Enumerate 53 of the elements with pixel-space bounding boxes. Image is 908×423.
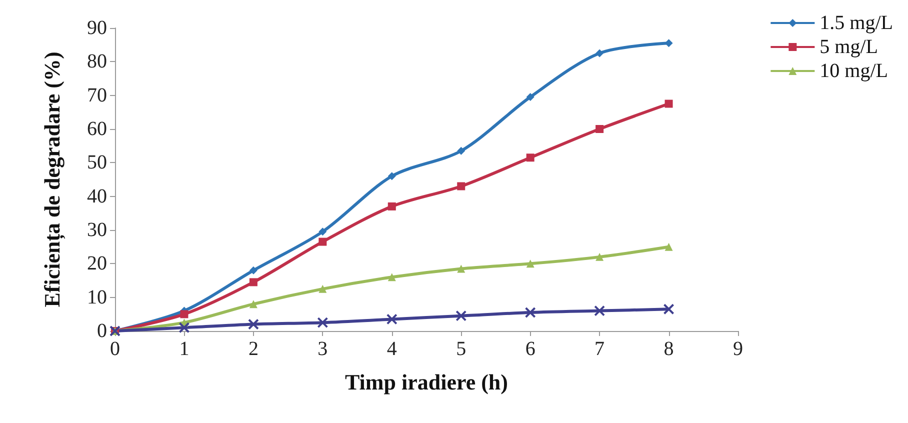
point bbox=[318, 228, 327, 236]
y-tick-label: 50 bbox=[87, 152, 107, 174]
legend-label: 5 mg/L bbox=[820, 36, 878, 58]
point bbox=[249, 266, 258, 274]
point bbox=[526, 93, 534, 102]
point bbox=[249, 278, 258, 286]
point bbox=[456, 310, 467, 322]
point bbox=[664, 100, 673, 108]
y-tick-label: 30 bbox=[87, 219, 107, 241]
point bbox=[664, 242, 673, 251]
x-tick-label: 2 bbox=[248, 338, 258, 360]
x-tick-label: 1 bbox=[179, 338, 190, 360]
point bbox=[524, 306, 536, 318]
point bbox=[526, 154, 534, 162]
point bbox=[526, 260, 534, 268]
point bbox=[663, 304, 674, 315]
point bbox=[457, 146, 466, 155]
point bbox=[596, 252, 604, 261]
y-tick-label: 0 bbox=[97, 320, 107, 342]
point bbox=[596, 125, 604, 133]
y-tick-label: 60 bbox=[87, 118, 107, 140]
point bbox=[388, 172, 396, 180]
y-tick-label: 70 bbox=[87, 84, 107, 106]
point bbox=[180, 310, 188, 318]
x-tick-label: 3 bbox=[318, 338, 328, 360]
point bbox=[318, 284, 327, 293]
y-tick-label: 10 bbox=[87, 286, 107, 308]
point bbox=[317, 317, 328, 328]
x-tick-label: 7 bbox=[594, 338, 605, 360]
x-tick-label: 9 bbox=[733, 338, 743, 360]
point bbox=[386, 314, 398, 325]
y-tick-label: 90 bbox=[87, 17, 107, 39]
point bbox=[178, 322, 190, 334]
point bbox=[249, 300, 258, 308]
point bbox=[457, 264, 466, 273]
legend-label: 1.5 mg/L bbox=[820, 12, 894, 34]
point bbox=[596, 49, 604, 58]
point bbox=[318, 238, 327, 246]
x-tick-label: 4 bbox=[386, 338, 397, 360]
y-tick-label: 80 bbox=[87, 50, 107, 73]
point bbox=[594, 305, 606, 316]
y-axis-title: Eficiența de degradare (%) bbox=[40, 52, 66, 308]
point bbox=[388, 273, 396, 282]
y-tick-label: 20 bbox=[87, 252, 107, 275]
x-tick-label: 5 bbox=[456, 338, 466, 360]
y-tick-label: 40 bbox=[87, 185, 107, 208]
x-tick-label: 6 bbox=[525, 338, 536, 360]
x-tick-label: 8 bbox=[664, 338, 674, 360]
x-axis-title: Timp iradiere (h) bbox=[345, 370, 508, 394]
point bbox=[388, 202, 396, 210]
point bbox=[457, 182, 466, 190]
point bbox=[248, 318, 259, 330]
legend-label: 10 mg/L bbox=[820, 60, 888, 82]
